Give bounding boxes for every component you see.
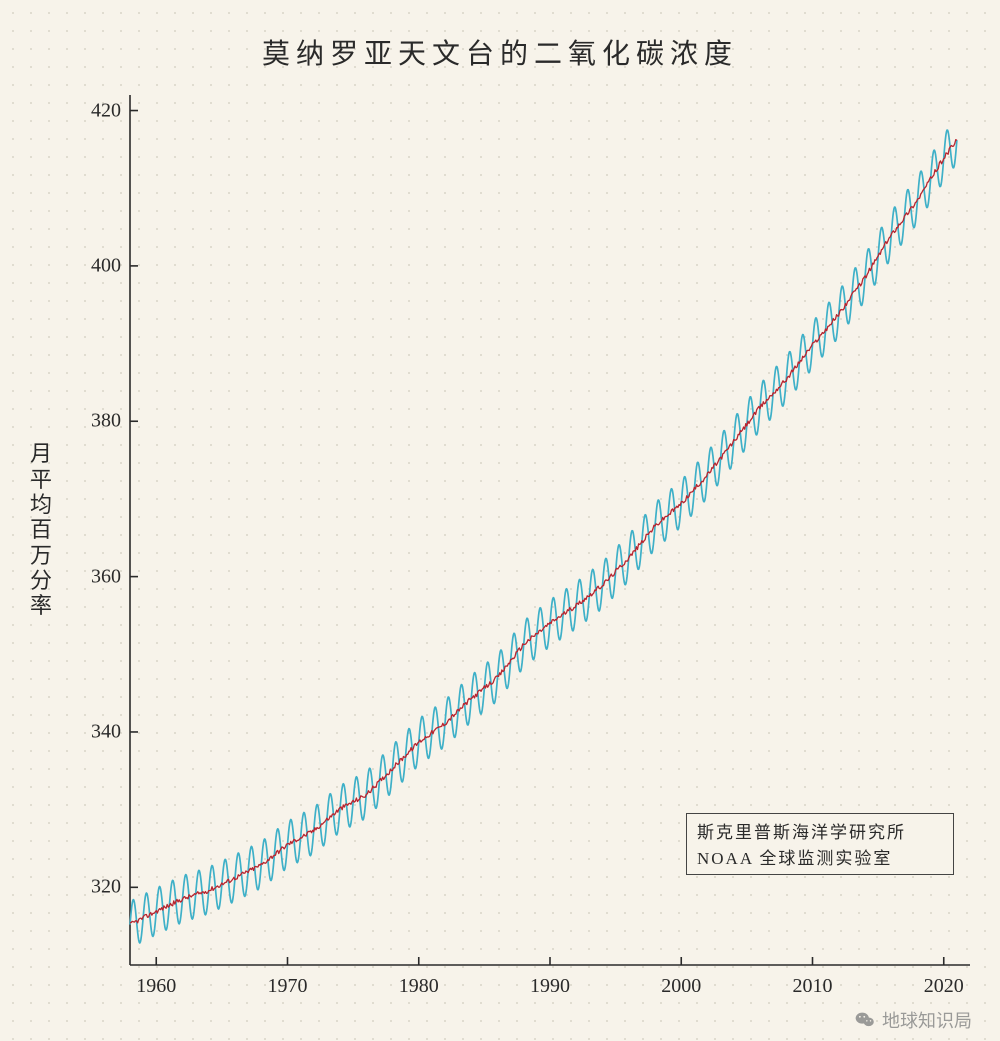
chart-page: 莫纳罗亚天文台的二氧化碳浓度 月平均百万分率 19601970198019902…: [0, 0, 1000, 1041]
x-tick-label: 1970: [268, 975, 308, 998]
y-tick-label: 380: [75, 410, 121, 433]
y-tick-label: 320: [75, 876, 121, 899]
watermark-text: 地球知识局: [882, 1007, 972, 1033]
wechat-icon: [854, 1009, 876, 1031]
x-tick-label: 2020: [924, 975, 964, 998]
x-tick-label: 2010: [793, 975, 833, 998]
x-tick-label: 2000: [661, 975, 701, 998]
plot-area: [0, 0, 1000, 1041]
y-tick-label: 420: [75, 99, 121, 122]
x-tick-label: 1960: [136, 975, 176, 998]
x-tick-label: 1980: [399, 975, 439, 998]
y-tick-label: 360: [75, 565, 121, 588]
y-tick-label: 340: [75, 720, 121, 743]
attribution-line-2: NOAA 全球监测实验室: [697, 846, 943, 872]
attribution-box: 斯克里普斯海洋学研究所 NOAA 全球监测实验室: [686, 813, 954, 875]
watermark: 地球知识局: [854, 1007, 972, 1033]
trend-series: [130, 140, 957, 923]
attribution-line-1: 斯克里普斯海洋学研究所: [697, 820, 943, 846]
y-tick-label: 400: [75, 254, 121, 277]
x-tick-label: 1990: [530, 975, 570, 998]
